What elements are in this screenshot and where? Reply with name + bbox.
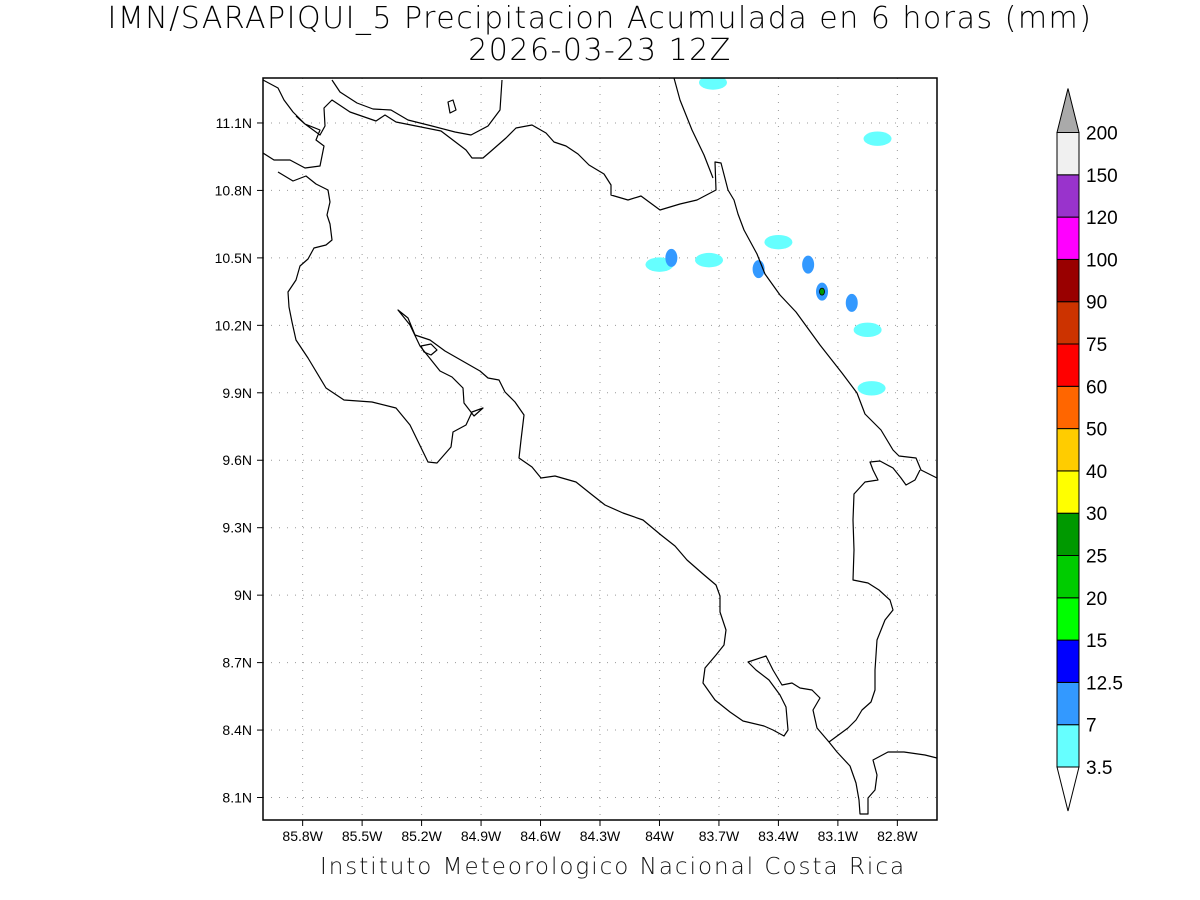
lon-tick-label: 84W: [645, 828, 675, 844]
precip-cell-7: [665, 248, 678, 267]
colorbar-level-label: 100: [1086, 250, 1118, 271]
lon-tick-label: 85.2W: [401, 828, 442, 844]
lat-tick-label: 9.3N: [222, 520, 252, 536]
precip-cell-3_5: [695, 252, 724, 268]
colorbar-under-triangle: [1056, 766, 1080, 812]
colorbar-level-label: 200: [1086, 124, 1118, 145]
lon-tick-label: 84.6W: [520, 828, 561, 844]
colorbar-swatch: [1056, 724, 1080, 768]
precip-cell-7: [802, 255, 815, 274]
coastline-caribbean-north: [673, 78, 714, 179]
chart-subtitle-datetime: 2026-03-23 12Z: [468, 33, 732, 68]
colorbar-swatch: [1056, 132, 1080, 176]
colorbar-swatch: [1056, 681, 1080, 726]
lon-tick-label: 82.8W: [877, 828, 918, 844]
colorbar-swatch: [1056, 428, 1080, 472]
lat-tick-label: 11.1N: [216, 115, 252, 131]
colorbar-level-label: 75: [1086, 335, 1107, 356]
precip-cell-3_5: [857, 381, 886, 396]
precip-cell-3_5: [698, 78, 727, 90]
island-chira: [420, 343, 438, 356]
lat-tick-label: 10.2N: [215, 317, 252, 333]
lake-nicaragua-shore: [331, 79, 503, 136]
colorbar-swatch: [1056, 385, 1080, 430]
colorbar-swatch: [1056, 174, 1080, 218]
precip-cell-3_5: [853, 322, 882, 338]
colorbar-swatch: [1056, 512, 1080, 557]
colorbar-swatch: [1056, 555, 1080, 599]
lat-tick-label: 9.6N: [222, 452, 252, 468]
colorbar-level-label: 50: [1086, 420, 1107, 441]
latitude-tick-labels: 11.1N 10.8N 10.5N 10.2N 9.9N 9.6N 9.3N 9N 8.7N 8.…: [215, 115, 263, 806]
colorbar-swatch: [1056, 301, 1080, 345]
colorbar-swatch: [1056, 258, 1080, 303]
colorbar-swatch: [1056, 597, 1080, 641]
coastline-pacific-mainland: [263, 79, 937, 815]
lon-tick-label: 84.9W: [461, 828, 502, 844]
precip-cell-25: [819, 287, 825, 296]
lat-tick-label: 9.9N: [222, 385, 252, 401]
lon-tick-label: 85.5W: [342, 828, 383, 844]
lat-tick-label: 8.1N: [222, 790, 252, 806]
colorbar-legend: 3.5 7 12.5 15 20 25 30 40 50 60 75 90 100 120 150 200: [1056, 88, 1123, 812]
colorbar-level-label: 90: [1086, 293, 1107, 314]
chart-title: IMN/SARAPIQUI_5 Precipitacion Acumulada …: [107, 1, 1093, 36]
lon-tick-label: 83.7W: [699, 828, 740, 844]
institution-credit: Instituto Meteorologico Nacional Costa R…: [319, 854, 907, 880]
colorbar-level-label: 20: [1086, 589, 1107, 610]
longitude-tick-labels: 85.8W 85.5W 85.2W 84.9W 84.6W 84.3W 84W 83.7W 83…: [282, 820, 918, 844]
lat-tick-label: 10.5N: [215, 250, 252, 266]
colorbar-swatch: [1056, 639, 1080, 683]
lat-tick-label: 10.8N: [215, 182, 252, 198]
precip-cell-7: [845, 293, 858, 312]
colorbar-swatch: [1056, 470, 1080, 514]
colorbar-over-triangle: [1056, 88, 1080, 133]
lon-tick-label: 83.1W: [818, 828, 859, 844]
colorbar-level-label: 25: [1086, 547, 1107, 568]
precip-cell-3_5: [764, 234, 793, 250]
island-ometepe: [447, 99, 457, 114]
map-frame: [262, 77, 938, 821]
colorbar-level-label: 60: [1086, 377, 1107, 398]
colorbar-swatch: [1056, 343, 1080, 387]
lon-tick-label: 84.3W: [580, 828, 621, 844]
lon-tick-label: 83.4W: [758, 828, 799, 844]
colorbar-swatch: [1056, 216, 1080, 260]
map-gridlines: [263, 78, 937, 820]
colorbar-level-label: 150: [1086, 166, 1118, 187]
lat-tick-label: 9N: [234, 587, 252, 603]
lat-tick-label: 8.7N: [222, 655, 252, 671]
colorbar-level-label: 3.5: [1086, 758, 1112, 779]
precip-cell-3_5: [863, 131, 892, 146]
lat-tick-label: 8.4N: [222, 722, 252, 738]
colorbar-level-label: 12.5: [1086, 673, 1123, 694]
colorbar-level-label: 120: [1086, 208, 1118, 229]
colorbar-level-label: 15: [1086, 631, 1107, 652]
colorbar-level-label: 30: [1086, 504, 1107, 525]
coastline-layer: [263, 78, 937, 815]
precipitation-layer: [645, 78, 892, 396]
colorbar-level-label: 40: [1086, 462, 1107, 483]
colorbar-level-label: 7: [1086, 716, 1097, 737]
lon-tick-label: 85.8W: [282, 828, 323, 844]
